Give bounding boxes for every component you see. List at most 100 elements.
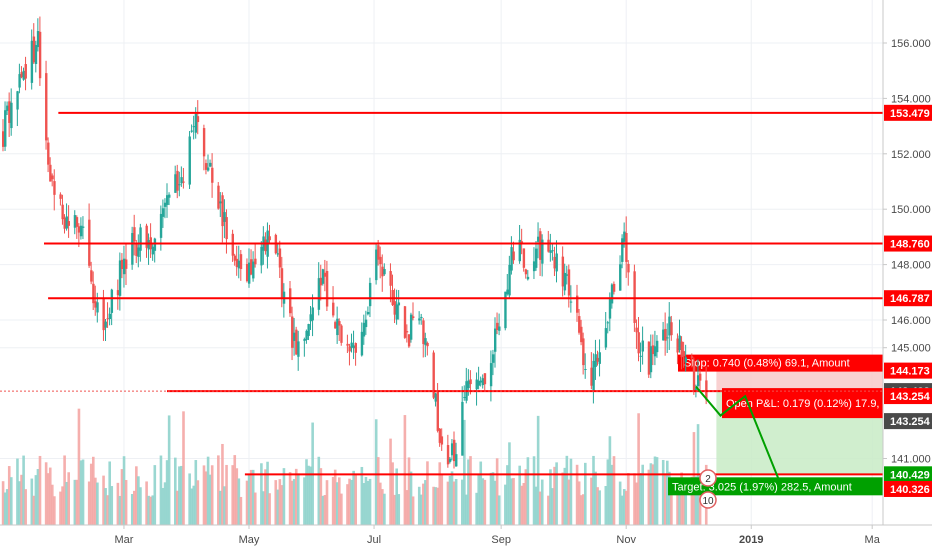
candle-body	[403, 306, 407, 338]
candle-body	[202, 128, 206, 157]
candle-body	[192, 126, 196, 128]
volume-bar	[122, 456, 126, 525]
candle-body	[6, 105, 9, 111]
candle-body	[475, 379, 478, 390]
candle-body	[182, 181, 185, 183]
candle-body	[92, 283, 95, 304]
candle-body	[159, 213, 163, 238]
stop-loss-zone[interactable]	[716, 370, 883, 392]
candle-body	[352, 345, 355, 349]
projection-path[interactable]	[695, 385, 783, 488]
volume-bar	[569, 458, 573, 525]
volume-bar	[534, 486, 538, 525]
candle-body	[125, 259, 128, 269]
candle-body	[204, 163, 208, 170]
candle-body	[317, 278, 321, 310]
candle-body	[596, 357, 599, 362]
volume-bar	[249, 469, 253, 525]
candle-body	[379, 256, 382, 265]
volume-bar	[149, 496, 152, 525]
volume-bar	[194, 460, 198, 525]
target-label-box[interactable]	[668, 477, 883, 496]
candle-body	[604, 328, 608, 348]
candle-body	[116, 290, 120, 296]
volume-bar	[266, 461, 269, 525]
volume-bar	[303, 477, 306, 525]
candle-body	[319, 277, 323, 286]
volume-bar	[331, 476, 335, 525]
candle-body	[145, 225, 148, 248]
volume-bar	[575, 464, 579, 525]
event-badge-label: 2	[705, 474, 711, 485]
candle-body	[231, 233, 234, 256]
volume-bar	[217, 455, 220, 525]
candle-body	[418, 318, 421, 321]
candle-body	[635, 327, 638, 333]
candle-body	[705, 380, 708, 400]
volume-bar	[163, 482, 167, 525]
volume-bar	[288, 472, 292, 525]
candle-body	[293, 332, 296, 341]
candle-body	[446, 445, 450, 465]
volume-bar	[276, 489, 280, 525]
candle-body	[463, 397, 466, 399]
stop-label-text: Stop: 0.740 (0.48%) 69.1, Amount	[684, 358, 850, 370]
candle-body	[479, 380, 483, 383]
price-tick-label: 141.000	[891, 454, 931, 466]
volume-bar	[383, 493, 386, 525]
volume-bar	[620, 495, 624, 525]
volume-bar	[44, 462, 48, 525]
volume-bar	[53, 496, 56, 525]
event-badge-circle[interactable]	[699, 469, 717, 487]
candle-body	[625, 233, 628, 262]
volume-bar	[153, 465, 157, 525]
volume-bar	[317, 456, 321, 525]
candle-body	[163, 202, 167, 207]
candle-body	[118, 260, 122, 296]
volume-bar	[231, 465, 234, 525]
volume-bar	[223, 486, 226, 525]
price-tag-box	[884, 362, 932, 379]
volume-bar	[553, 466, 556, 525]
volume-bar	[178, 466, 181, 525]
candle-body	[655, 340, 659, 353]
volume-bar	[483, 479, 487, 525]
candle-body	[524, 269, 528, 275]
volume-bar	[46, 473, 50, 525]
candle-body	[422, 320, 425, 345]
candle-body	[360, 331, 364, 356]
candle-body	[393, 301, 396, 315]
candle-body	[668, 316, 671, 336]
badges[interactable]: 2 10	[699, 469, 717, 509]
volume-bar	[684, 490, 688, 525]
time-tick-label: Nov	[616, 534, 636, 546]
candle-body	[122, 258, 126, 275]
volume-bar	[538, 491, 542, 525]
volume-bar	[393, 494, 396, 525]
volume-bar	[561, 472, 565, 525]
volume-bar	[463, 419, 466, 525]
volume-bar	[647, 469, 651, 525]
candle-body	[641, 340, 644, 352]
volume-bar	[106, 495, 109, 525]
volume-bar	[604, 486, 608, 525]
candle-body	[551, 250, 554, 252]
candle-body	[440, 436, 444, 445]
volume-bar	[608, 436, 612, 525]
candle-body	[223, 212, 226, 222]
candle-body	[491, 354, 495, 363]
volume-bar	[641, 464, 644, 525]
event-badge-circle[interactable]	[699, 491, 717, 509]
candle-body	[690, 356, 694, 358]
volume-bar	[38, 455, 42, 525]
candle-body	[18, 74, 21, 88]
price-axis[interactable]: 156.000 154.000 152.000 150.000 148.000 146.0…	[882, 0, 931, 525]
volume-bar	[167, 415, 171, 525]
stop-label-box[interactable]	[678, 354, 883, 372]
horizontal-levels[interactable]	[0, 111, 883, 476]
projection-line[interactable]	[695, 385, 783, 488]
time-axis[interactable]: Mar May Jul Sep Nov 2019 Ma	[0, 524, 932, 546]
candle-body	[323, 272, 327, 277]
volume-bar	[147, 495, 150, 525]
